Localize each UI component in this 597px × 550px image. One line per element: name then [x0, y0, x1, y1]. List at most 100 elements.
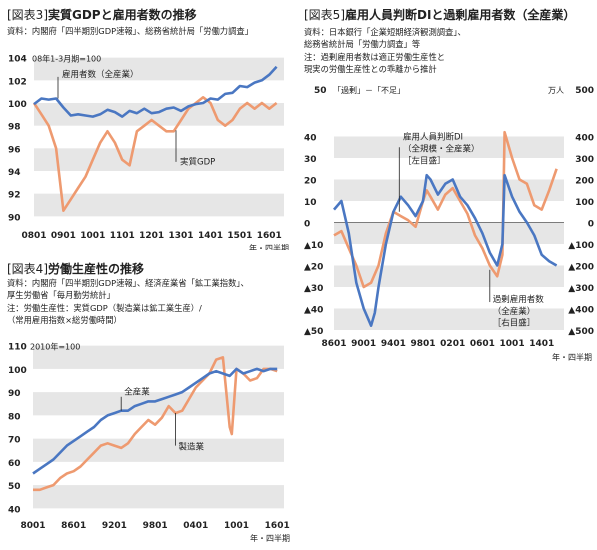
x-tick-label: 1401	[529, 339, 554, 349]
x-tick-label: 1601	[265, 521, 290, 531]
y-tick-label: 90	[8, 389, 21, 399]
series-line-employment-di	[333, 173, 558, 327]
x-tick-label: 9401	[381, 339, 406, 349]
y-tick-label: 40	[8, 505, 21, 515]
label-di-line-2: （全規模・全産業）	[403, 144, 480, 155]
grid-band	[33, 485, 284, 509]
fig4-note-2: （常用雇用指数×総労働時間）	[7, 315, 122, 325]
label-manufacturing: 製造業	[178, 442, 204, 453]
y-tick-label: 104	[8, 55, 27, 65]
y-left-tick-label: 40	[304, 134, 317, 144]
series-line-gdp	[32, 95, 278, 212]
series-line-employees	[33, 65, 278, 118]
fig4-source-2: 厚生労働省「毎月勤労統計」	[7, 290, 115, 300]
fig4-source-1: 資料：内閣府「四半期別GDP速報」、経済産業省「鉱工業指数」、	[7, 278, 249, 288]
y-right-tick-label: ▲500	[568, 327, 594, 337]
label-ex-line-3: ［右目盛］	[493, 318, 536, 329]
y-tick-label: 94	[8, 168, 21, 178]
y-right-tick-label: ▲100	[568, 241, 594, 251]
grid-band	[334, 308, 564, 330]
grid-band	[33, 438, 284, 462]
y-right-tick-label: 0	[588, 220, 594, 230]
y-left-tick-label: 30	[304, 155, 317, 165]
grid-band	[334, 222, 564, 244]
y-right-tick-label: 200	[575, 177, 594, 187]
y-tick-label: 80	[8, 412, 21, 422]
grid-band	[33, 345, 284, 369]
x-tick-label: 1001	[500, 339, 525, 349]
x-tick-label: 9801	[411, 339, 436, 349]
fig4-chart: 40 50 60 70 80 90 100 110 2010年=100 8001 8601 9201 9…	[8, 342, 290, 543]
y-tick-label: 102	[8, 77, 27, 87]
y-left-tick-label: 0	[304, 220, 310, 230]
x-axis-unit: 年・四半期	[249, 243, 289, 250]
left-axis-unit: 「過剰」－「不足」	[333, 85, 405, 95]
x-tick-label: 9201	[102, 521, 127, 531]
label-ex-line-2: （全産業）	[493, 306, 536, 317]
index-note: 08年1-3月期=100	[32, 54, 101, 64]
y-tick-label: 70	[8, 436, 21, 446]
x-tick-label: 0201	[440, 339, 465, 349]
y-tick-label: 60	[8, 459, 21, 469]
y-right-tick-label-top: 500	[575, 86, 594, 96]
y-tick-label: 90	[8, 213, 21, 223]
figure-4: [図表4]労働生産性の推移 資料：内閣府「四半期別GDP速報」、経済産業省「鉱工…	[0, 255, 295, 550]
y-left-tick-label: 20	[304, 177, 317, 187]
grid-band	[334, 265, 564, 287]
fig5-source-1: 資料：日本銀行「企業短期経済観測調査」、	[304, 27, 466, 37]
y-left-tick-label: ▲10	[304, 241, 323, 251]
series-line-excess-employees	[333, 130, 558, 289]
x-tick-label: 1101	[110, 231, 135, 241]
fig5-note-2: 現実の労働生産性との乖離から推計	[304, 64, 437, 74]
y-tick-label: 50	[8, 482, 21, 492]
fig3-title: [図表3]実質GDPと雇用者数の推移	[7, 8, 197, 22]
y-left-tick-label: ▲20	[304, 263, 323, 273]
label-di-line-1: 雇用人員判断DI	[403, 132, 463, 143]
x-tick-label: 1401	[198, 231, 223, 241]
y-tick-label: 100	[8, 100, 27, 110]
grid-band	[34, 193, 284, 217]
x-axis-unit: 年・四半期	[552, 352, 592, 362]
y-tick-label: 92	[8, 191, 21, 201]
y-right-tick-label: ▲300	[568, 284, 594, 294]
y-left-tick-label: ▲50	[304, 327, 323, 337]
fig5-note-1: 注：過剰雇用者数は適正労働生産性と	[304, 52, 446, 62]
label-gdp: 実質GDP	[180, 157, 215, 168]
x-tick-label: 0401	[183, 521, 208, 531]
y-right-tick-label: ▲200	[568, 263, 594, 273]
y-left-tick-label: ▲40	[304, 306, 323, 316]
figure-3: [図表3]実質GDPと雇用者数の推移 資料：内閣府「四半期別GDP速報」、総務省…	[0, 0, 295, 250]
grid-band	[34, 148, 284, 171]
label-all-industries: 全産業	[124, 386, 150, 397]
index-note: 2010年=100	[30, 342, 80, 352]
y-tick-label: 96	[8, 145, 21, 155]
x-tick-label: 0801	[21, 231, 46, 241]
label-employees: 雇用者数（全産業）	[62, 69, 139, 80]
x-tick-label: 8601	[61, 521, 86, 531]
x-tick-label: 1601	[257, 231, 282, 241]
x-tick-label: 1201	[139, 231, 164, 241]
x-tick-label: 0601	[470, 339, 495, 349]
right-axis-unit: 万人	[548, 86, 564, 95]
fig5-source-2: 総務省統計局「労働力調査」等	[304, 39, 421, 49]
x-tick-label: 8601	[321, 339, 346, 349]
x-tick-label: 1001	[224, 521, 249, 531]
y-tick-label: 100	[8, 366, 27, 376]
series-line-all-industries	[32, 367, 278, 475]
x-tick-label: 1001	[80, 231, 105, 241]
x-tick-label: 9801	[143, 521, 168, 531]
y-right-tick-label: 400	[575, 134, 594, 144]
x-tick-label: 0901	[51, 231, 76, 241]
fig3-chart: 90 92 94 96 98 100 102 104 08年1-3月期=100 0801 0901 1…	[8, 54, 289, 250]
label-di-line-3: ［左目盛］	[403, 155, 446, 166]
x-tick-label: 9001	[351, 339, 376, 349]
x-tick-label: 1501	[227, 231, 252, 241]
x-axis-unit: 年・四半期	[250, 533, 290, 543]
fig4-note-1: 注：労働生産性：実質GDP（製造業は鉱工業生産）/	[7, 303, 202, 313]
series-line-manufacturing	[33, 355, 278, 492]
y-right-tick-label: 300	[575, 155, 594, 165]
fig3-source: 資料：内閣府「四半期別GDP速報」、総務省統計局「労働力調査」	[7, 26, 253, 36]
grid-band	[34, 57, 284, 81]
y-right-tick-label: ▲400	[568, 306, 594, 316]
label-ex-line-1: 過剰雇用者数	[493, 294, 545, 305]
